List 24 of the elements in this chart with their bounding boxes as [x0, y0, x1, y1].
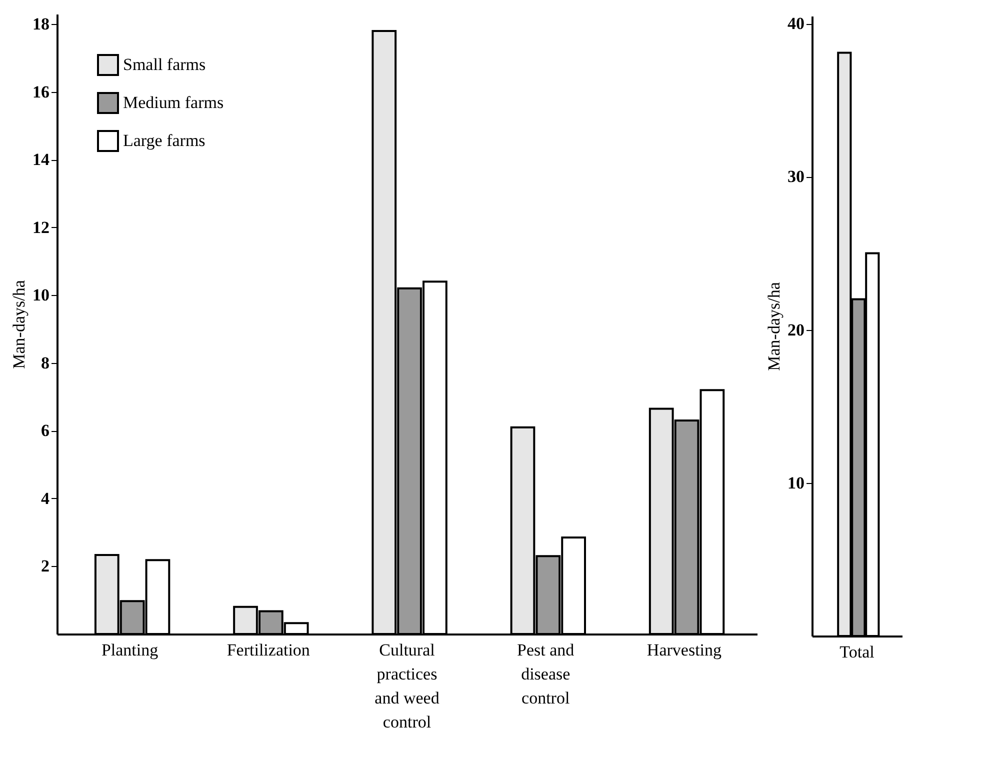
x-tick-label: Cultural practices and weed control	[374, 640, 440, 732]
y-axis-title: Man-days/ha	[10, 280, 28, 369]
legend-label: Small farms	[123, 55, 206, 74]
x-tick-label: Planting	[101, 640, 159, 660]
y-tick-label: 4	[41, 488, 50, 508]
legend-label: Medium farms	[123, 93, 224, 112]
y-tick-label: 12	[32, 218, 50, 237]
y-tick-label: 18	[32, 14, 50, 34]
y-tick-label: 30	[788, 167, 804, 186]
y-tick-label: 10	[788, 473, 804, 492]
y-tick-label: 20	[788, 320, 804, 340]
x-tick-label: Pest and disease control	[517, 640, 575, 708]
y-axis-title: Man-days/ha	[764, 282, 784, 371]
x-tick-label: Harvesting	[646, 640, 722, 660]
x-tick-label: Fertilization	[226, 640, 310, 660]
y-tick-label: 6	[41, 421, 50, 440]
y-tick-label: 40	[788, 14, 804, 34]
legend-label: Large farms	[123, 131, 206, 150]
y-tick-label: 2	[41, 556, 50, 576]
y-tick-label: 14	[32, 150, 50, 170]
y-tick-label: 10	[32, 286, 50, 305]
y-tick-label: 16	[32, 82, 50, 102]
y-tick-label: 8	[41, 353, 50, 372]
x-tick-label: Total	[840, 642, 875, 662]
